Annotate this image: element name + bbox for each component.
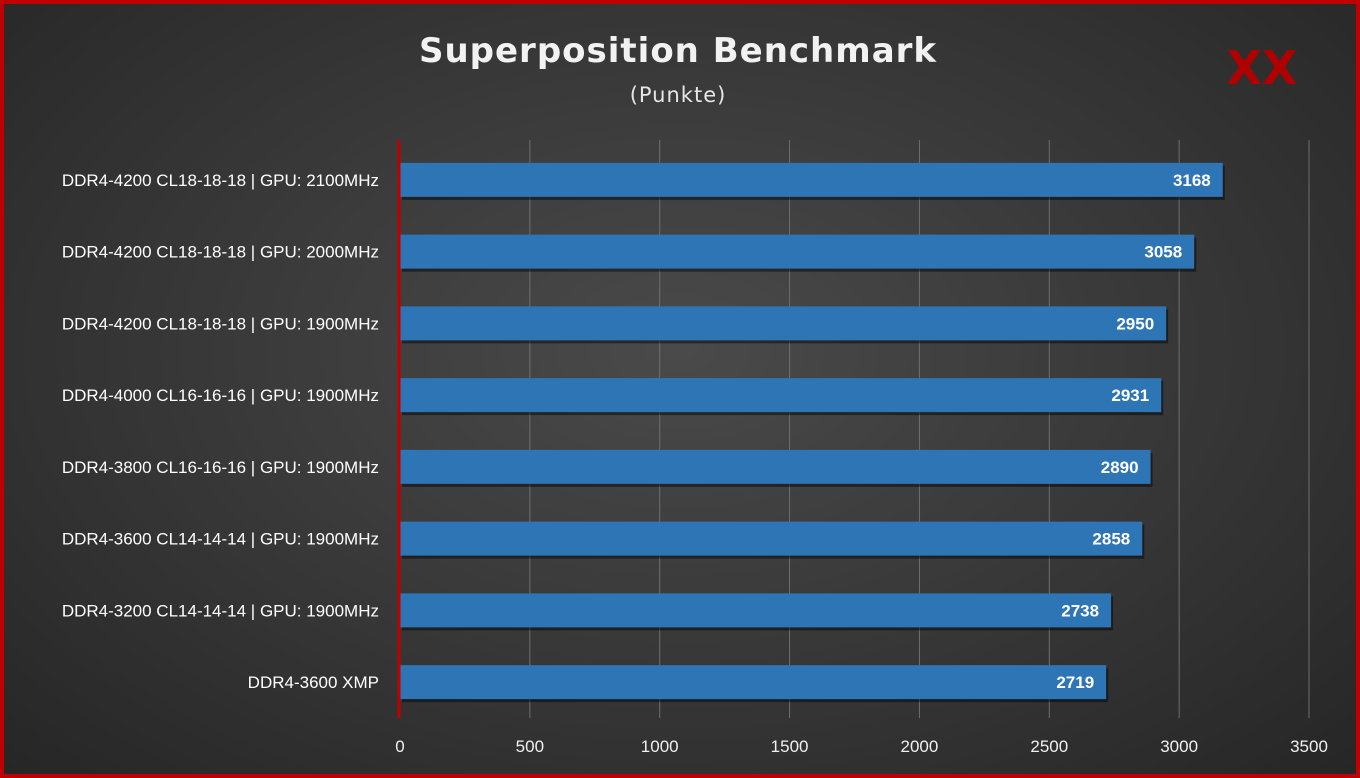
category-label: DDR4-3600 XMP bbox=[248, 673, 379, 692]
category-label: DDR4-3800 CL16-16-16 | GPU: 1900MHz bbox=[62, 458, 379, 477]
category-label: DDR4-4200 CL18-18-18 | GPU: 2000MHz bbox=[62, 243, 379, 262]
category-label: DDR4-4200 CL18-18-18 | GPU: 1900MHz bbox=[62, 314, 379, 333]
category-label: DDR4-3200 CL14-14-14 | GPU: 1900MHz bbox=[62, 601, 379, 620]
category-label: DDR4-3600 CL14-14-14 | GPU: 1900MHz bbox=[62, 530, 379, 549]
x-tick-label: 2000 bbox=[901, 737, 939, 756]
bar bbox=[400, 593, 1112, 628]
bar-value-label: 2858 bbox=[1092, 530, 1130, 549]
x-tick-label: 3500 bbox=[1290, 737, 1328, 756]
chart-svg: Superposition Benchmark (Punkte) XX 3168… bbox=[62, 31, 1328, 756]
bar-value-label: 2890 bbox=[1101, 458, 1139, 477]
logo-text: XX bbox=[1227, 41, 1298, 95]
bar bbox=[400, 378, 1162, 413]
category-label: DDR4-4000 CL16-16-16 | GPU: 1900MHz bbox=[62, 386, 379, 405]
x-tick-label: 2500 bbox=[1030, 737, 1068, 756]
grid-layer bbox=[529, 140, 1310, 718]
bar-value-label: 3168 bbox=[1173, 171, 1211, 190]
bar bbox=[400, 665, 1107, 700]
bar-value-label: 2931 bbox=[1111, 386, 1149, 405]
category-label: DDR4-4200 CL18-18-18 | GPU: 2100MHz bbox=[62, 171, 379, 190]
chart-frame: Superposition Benchmark (Punkte) XX 3168… bbox=[4, 4, 1356, 774]
bar-value-label: 3058 bbox=[1144, 243, 1182, 262]
chart-subtitle: (Punkte) bbox=[630, 83, 727, 107]
bar bbox=[400, 234, 1195, 269]
bar-value-label: 2738 bbox=[1061, 601, 1099, 620]
bar-value-label: 2719 bbox=[1056, 673, 1094, 692]
x-tick-label: 0 bbox=[395, 737, 404, 756]
bar bbox=[400, 306, 1167, 341]
x-tick-label: 1000 bbox=[641, 737, 679, 756]
axis-layer: 0 500 1000 1500 2000 2500 3000 3500 DDR4-4200 CL… bbox=[62, 140, 1328, 756]
bar bbox=[400, 521, 1143, 556]
chart-title: Superposition Benchmark bbox=[419, 31, 937, 71]
bar-value-label: 2950 bbox=[1116, 314, 1154, 333]
x-tick-label: 3000 bbox=[1160, 737, 1198, 756]
bar bbox=[400, 449, 1151, 484]
x-tick-label: 1500 bbox=[771, 737, 809, 756]
bar-layer: 3168 3058 2950 2931 2890 2858 2738 2719 bbox=[400, 162, 1225, 703]
x-tick-label: 500 bbox=[516, 737, 544, 756]
bar bbox=[400, 162, 1223, 197]
